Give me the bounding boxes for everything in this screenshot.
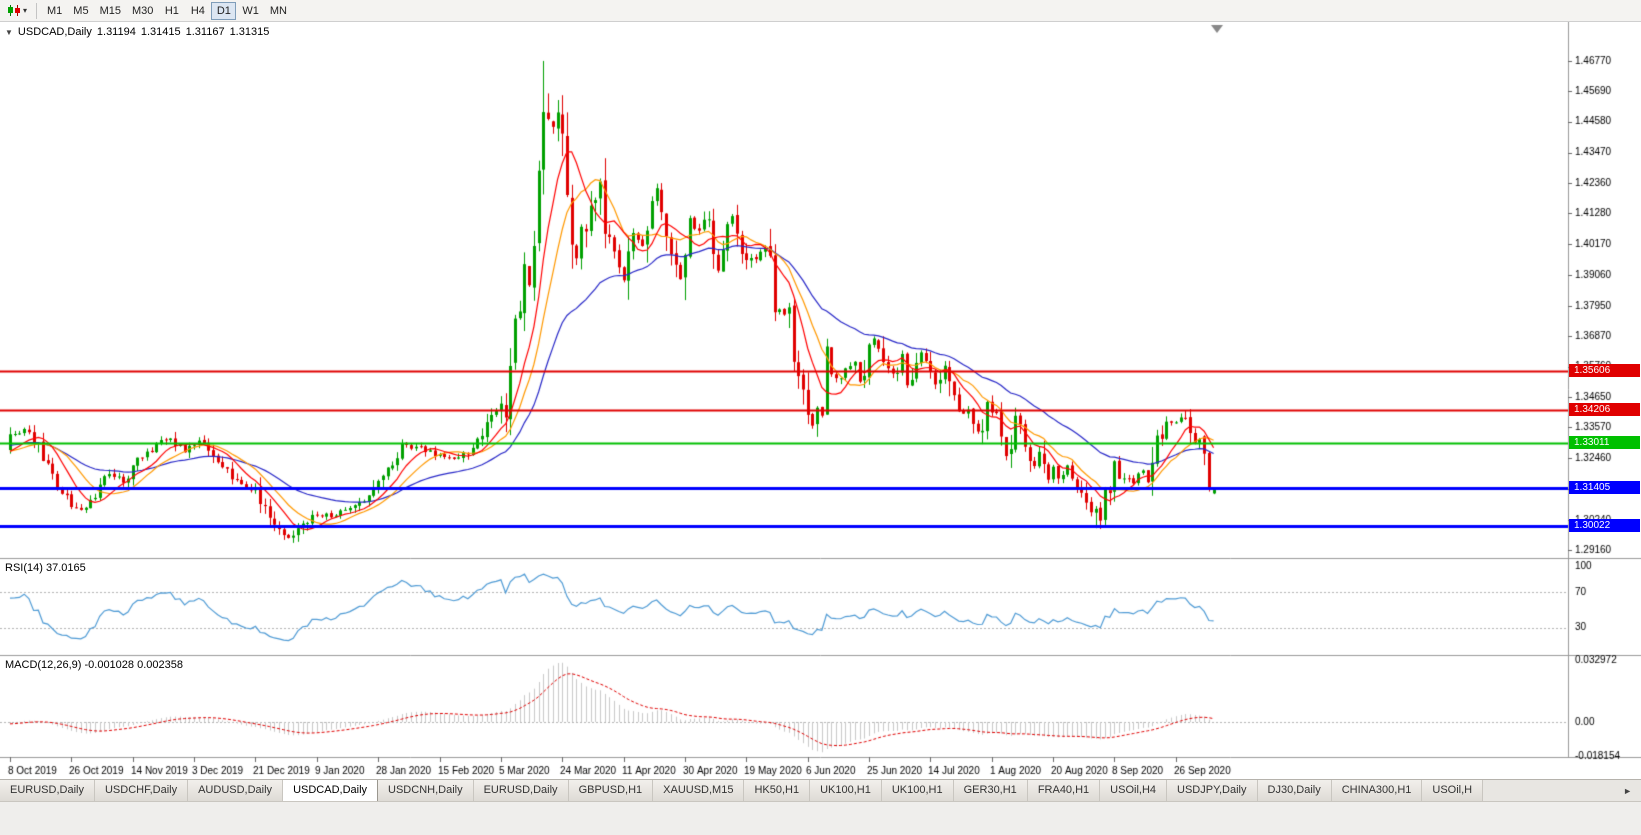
toolbar: ▾ M1 M5 M15 M30 H1 H4 D1 W1 MN [0,0,1641,22]
tab-scroll-right-icon[interactable]: ► [1623,786,1632,796]
symbol-period-label: USDCAD,Daily [17,26,92,38]
tab-USDCHF,Daily[interactable]: USDCHF,Daily [94,780,189,801]
tab-AUDUSD,Daily[interactable]: AUDUSD,Daily [188,780,284,801]
collapse-chart-icon[interactable]: ▼ [5,28,13,37]
tab-FRA40,H1[interactable]: FRA40,H1 [1027,780,1101,801]
rsi-indicator-value: 37.0165 [45,562,86,574]
chart-type-button[interactable]: ▾ [3,2,31,19]
price-level-tag-1.34206[interactable]: 1.34206 [1569,403,1640,417]
timeframe-MN[interactable]: MN [269,4,287,17]
price-level-tag-1.33011[interactable]: 1.33011 [1569,436,1640,450]
chart-tabbar: EURUSD,Daily USDCHF,Daily AUDUSD,Daily USDC… [0,779,1641,801]
timeframe-M1[interactable]: M1 [47,4,63,17]
toolbar-separator [36,2,38,19]
price-level-tag-1.30022[interactable]: 1.30022 [1569,519,1640,533]
macd-indicator-label: MACD(12,26,9) [5,659,82,671]
tab-USDJPY,Daily[interactable]: USDJPY,Daily [1167,780,1258,801]
timeframe-M30[interactable]: M30 [131,4,154,17]
timeframe-group: M1 M5 M15 M30 H1 H4 D1 W1 MN [42,1,292,20]
timeframe-D1[interactable]: D1 [211,1,237,20]
low-value: 1.31167 [185,26,225,38]
tab-GER30,H1[interactable]: GER30,H1 [953,780,1028,801]
tab-DJ30,Daily[interactable]: DJ30,Daily [1257,780,1332,801]
tab-USDCAD,Daily[interactable]: USDCAD,Daily [283,780,379,801]
tab-USOil,H[interactable]: USOil,H [1422,780,1484,801]
tab-UK100,H1[interactable]: UK100,H1 [881,780,954,801]
timeframe-M15[interactable]: M15 [99,4,121,17]
status-bar [0,801,1641,835]
price-level-tag-1.35606[interactable]: 1.35606 [1569,364,1640,378]
high-value: 1.31415 [140,26,181,38]
rsi-indicator-label: RSI(14) [5,562,43,574]
timeframe-W1[interactable]: W1 [242,4,259,17]
tab-UK100,H1[interactable]: UK100,H1 [810,780,882,801]
timeframe-H4[interactable]: H4 [190,4,205,17]
macd-signal-value: 0.002358 [137,659,183,671]
chart-area: ▼ USDCAD,Daily 1.31194 1.31415 1.31167 1.3131… [0,22,1641,779]
chart-title-overlay: ▼ USDCAD,Daily 1.31194 1.31415 1.31167 1.3131… [5,26,274,38]
tab-USOil,H4[interactable]: USOil,H4 [1100,780,1168,801]
tab-GBPUSD,H1[interactable]: GBPUSD,H1 [568,780,654,801]
open-value: 1.31194 [96,26,136,38]
candlestick-icon [8,5,20,16]
timeframe-M5[interactable]: M5 [73,4,89,17]
tab-USDCNH,Daily[interactable]: USDCNH,Daily [378,780,474,801]
chevron-down-icon: ▾ [23,5,28,15]
rsi-label-overlay: RSI(14) 37.0165 [5,562,86,574]
macd-label-overlay: MACD(12,26,9) -0.001028 0.002358 [5,659,183,671]
chart-canvas[interactable] [0,22,1641,779]
tab-EURUSD,Daily[interactable]: EURUSD,Daily [473,780,569,801]
tab-CHINA300,H1[interactable]: CHINA300,H1 [1331,780,1423,801]
timeframe-H1[interactable]: H1 [164,4,179,17]
tab-XAUUSD,M15[interactable]: XAUUSD,M15 [653,780,745,801]
close-value: 1.31315 [229,26,270,38]
price-level-tag-1.31405[interactable]: 1.31405 [1569,481,1640,495]
macd-main-value: -0.001028 [84,659,135,671]
tab-EURUSD,Daily[interactable]: EURUSD,Daily [0,780,95,801]
tab-HK50,H1[interactable]: HK50,H1 [744,780,811,801]
